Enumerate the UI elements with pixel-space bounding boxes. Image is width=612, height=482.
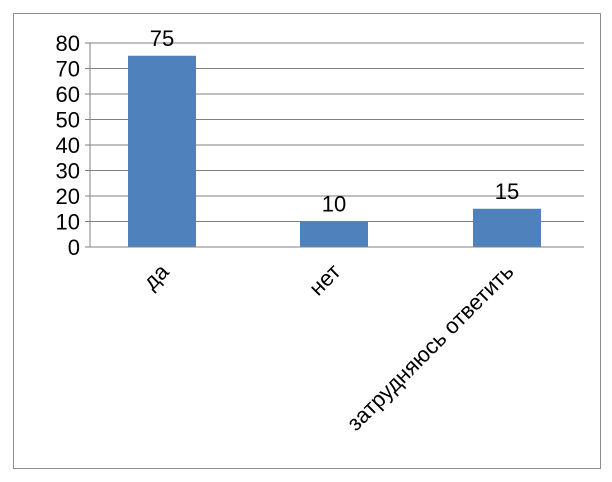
y-tick-label: 80 bbox=[56, 31, 80, 56]
y-tick-label: 40 bbox=[56, 133, 80, 158]
y-tick-label: 30 bbox=[56, 159, 80, 184]
data-label: 15 bbox=[495, 179, 519, 204]
category-label: нет bbox=[304, 259, 346, 301]
y-tick-label: 60 bbox=[56, 82, 80, 107]
y-tick-label: 50 bbox=[56, 108, 80, 133]
data-labels: 75 10 15 bbox=[150, 26, 519, 217]
data-label: 75 bbox=[150, 26, 174, 51]
axes bbox=[85, 42, 584, 248]
y-tick-label: 10 bbox=[56, 210, 80, 235]
bar-3 bbox=[473, 208, 541, 247]
y-tick-label: 20 bbox=[56, 184, 80, 209]
category-label: затрудняюсь ответить bbox=[342, 259, 519, 436]
bar-1 bbox=[128, 55, 196, 247]
bar-2 bbox=[300, 221, 368, 247]
category-label: да bbox=[138, 258, 174, 294]
y-tick-label: 0 bbox=[68, 235, 80, 260]
data-label: 10 bbox=[322, 192, 346, 217]
bars bbox=[128, 55, 541, 247]
y-tick-label: 70 bbox=[56, 57, 80, 82]
